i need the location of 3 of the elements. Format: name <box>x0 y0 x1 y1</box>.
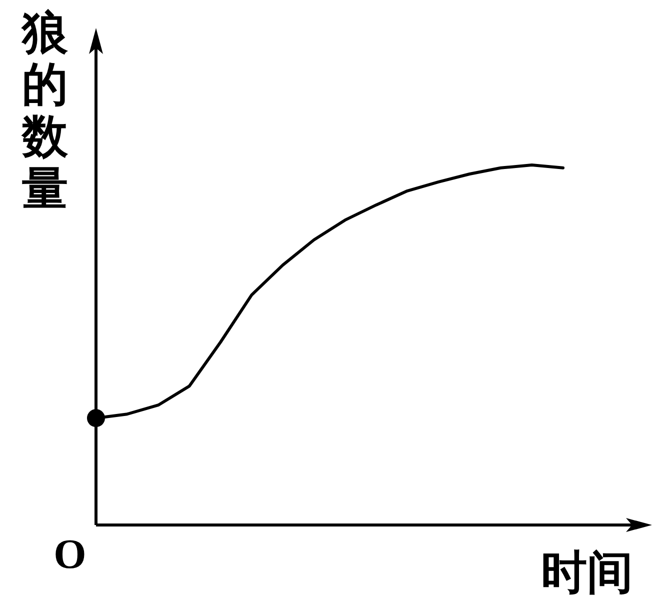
x-axis-title: 时间 <box>541 547 633 598</box>
text: O <box>54 532 86 578</box>
y-axis-title: 狼的数量 <box>21 7 69 214</box>
